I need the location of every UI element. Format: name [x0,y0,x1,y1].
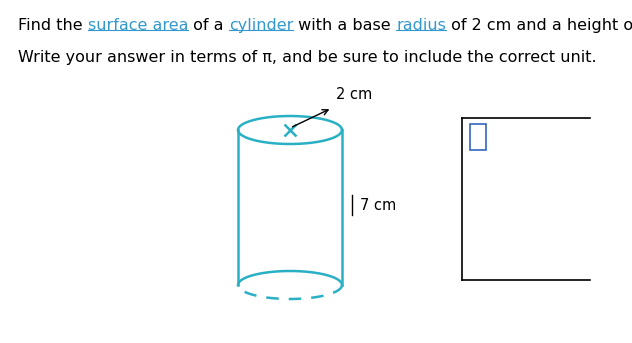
Text: radius: radius [396,18,446,33]
Text: with a base: with a base [293,18,396,33]
Bar [470,124,486,150]
Text: of 2 cm and a height of 7 cm.: of 2 cm and a height of 7 cm. [446,18,632,33]
Text: 7 cm: 7 cm [360,198,396,213]
Text: surface area: surface area [88,18,188,33]
Text: Write your answer in terms of π, and be sure to include the correct unit.: Write your answer in terms of π, and be … [18,50,597,65]
Text: of a: of a [188,18,229,33]
Text: cylinder: cylinder [229,18,293,33]
Text: 2 cm: 2 cm [336,87,372,102]
Text: Find the: Find the [18,18,88,33]
